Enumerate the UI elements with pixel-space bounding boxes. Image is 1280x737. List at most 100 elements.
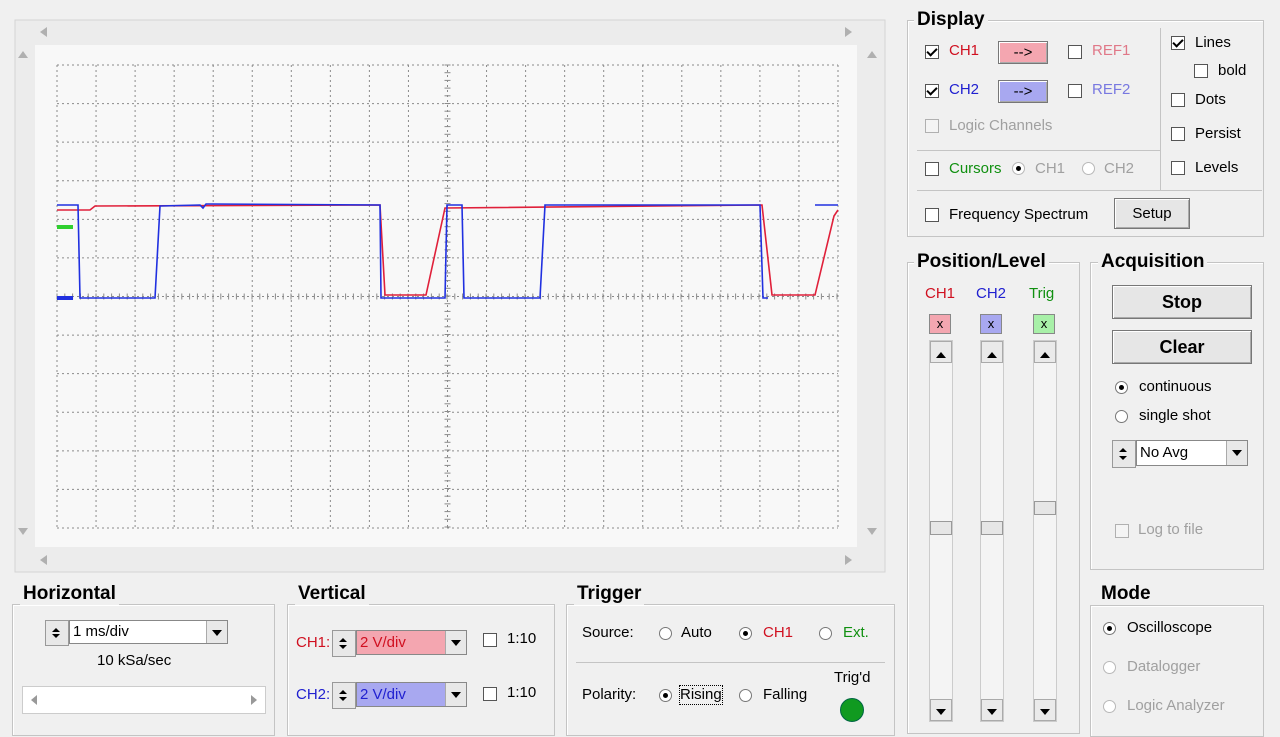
dropdown[interactable]: No Avg: [1136, 440, 1248, 466]
label: CH1:: [296, 634, 331, 651]
radio[interactable]: [659, 689, 672, 702]
button[interactable]: Stop: [1112, 285, 1252, 319]
dropdown-text: No Avg: [1140, 444, 1189, 461]
checkbox[interactable]: [1068, 45, 1082, 59]
label: Falling: [763, 686, 808, 703]
scroll-arrows[interactable]: [18, 27, 877, 565]
radio[interactable]: [1115, 410, 1128, 423]
widget-part: [31, 695, 37, 705]
checkbox[interactable]: [1171, 161, 1185, 175]
group-title: Horizontal: [20, 583, 119, 605]
checkbox[interactable]: [925, 162, 939, 176]
dropdown[interactable]: 2 V/div: [356, 682, 467, 707]
group-title: Mode: [1098, 583, 1154, 605]
label: CH1: [763, 624, 794, 641]
app: Display CH1 --> REF1 CH2 --> REF2 Logic …: [0, 0, 1280, 720]
label: Cursors: [949, 160, 1002, 177]
dropdown[interactable]: 2 V/div: [356, 630, 467, 655]
color-button[interactable]: -->: [998, 80, 1048, 103]
label: 1:10: [507, 684, 537, 701]
checkbox[interactable]: [483, 633, 497, 647]
marker-button[interactable]: x: [1033, 314, 1055, 334]
label: CH1: [925, 285, 956, 302]
widget-part: [981, 521, 1003, 535]
radio[interactable]: [659, 627, 672, 640]
separator: [917, 150, 1160, 151]
label: Trig: [1029, 285, 1055, 302]
checkbox[interactable]: [1115, 524, 1129, 538]
radio[interactable]: [1103, 700, 1116, 713]
label: Logic Analyzer: [1127, 697, 1225, 714]
dropdown-text: 2 V/div: [360, 686, 406, 703]
scrollbar[interactable]: [1033, 340, 1057, 722]
label: Rising: [679, 685, 723, 705]
widget-part: [40, 27, 47, 37]
checkbox[interactable]: [1171, 93, 1185, 107]
widget-part: [1034, 501, 1056, 515]
checkbox[interactable]: [1171, 127, 1185, 141]
widget-part: [930, 341, 952, 363]
checkbox[interactable]: [1171, 36, 1185, 50]
widget-part: [18, 528, 28, 535]
radio[interactable]: [1082, 162, 1095, 175]
widget-part: [18, 51, 28, 58]
scrollbar[interactable]: [22, 686, 266, 714]
label: CH2: [949, 81, 980, 98]
widget-part: [867, 528, 877, 535]
group-title: Acquisition: [1098, 251, 1208, 273]
color-button[interactable]: -->: [998, 41, 1048, 64]
checkbox[interactable]: [1068, 84, 1082, 98]
label: Auto: [681, 624, 712, 641]
checkbox[interactable]: [925, 45, 939, 59]
radio[interactable]: [1103, 661, 1116, 674]
radio[interactable]: [1115, 381, 1128, 394]
scrollbar[interactable]: [980, 340, 1004, 722]
scrollbar[interactable]: [929, 340, 953, 722]
label: 1:10: [507, 630, 537, 647]
widget-part: [445, 683, 466, 706]
radio[interactable]: [739, 627, 752, 640]
radio[interactable]: [1103, 622, 1116, 635]
checkbox[interactable]: [925, 208, 939, 222]
widget-part: [930, 699, 952, 721]
button[interactable]: Setup: [1114, 198, 1190, 229]
dropdown[interactable]: 1 ms/div: [69, 620, 228, 644]
checkbox[interactable]: [925, 119, 939, 133]
checkbox[interactable]: [1194, 64, 1208, 78]
group-title: Display: [914, 9, 988, 31]
separator: [1160, 28, 1161, 190]
widget-part: [981, 341, 1003, 363]
widget-part: [251, 695, 257, 705]
label: REF2: [1092, 81, 1131, 98]
label: Trig'd: [834, 669, 871, 686]
radio[interactable]: [739, 689, 752, 702]
radio[interactable]: [1012, 162, 1025, 175]
label: Polarity:: [582, 686, 637, 703]
checkbox[interactable]: [925, 84, 939, 98]
label: CH1: [949, 42, 980, 59]
marker-button[interactable]: x: [929, 314, 951, 334]
spinner[interactable]: [1112, 440, 1136, 468]
widget-part: [40, 555, 47, 565]
spinner[interactable]: [45, 620, 69, 646]
dropdown-text: 1 ms/div: [73, 623, 129, 640]
label: Log to file: [1138, 521, 1204, 538]
dropdown-text: 2 V/div: [360, 634, 406, 651]
widget-part: [845, 27, 852, 37]
spinner[interactable]: [332, 630, 356, 657]
label: Datalogger: [1127, 658, 1201, 675]
label: Persist: [1195, 125, 1241, 142]
ch2-trace: [57, 203, 838, 299]
label: 10 kSa/sec: [97, 652, 172, 669]
group-title: Vertical: [295, 583, 369, 605]
separator: [917, 190, 1262, 191]
label: CH1: [1035, 160, 1066, 177]
button[interactable]: Clear: [1112, 330, 1252, 364]
radio[interactable]: [819, 627, 832, 640]
trigger-led: [840, 698, 864, 722]
checkbox[interactable]: [483, 687, 497, 701]
spinner[interactable]: [332, 682, 356, 709]
label: Levels: [1195, 159, 1239, 176]
marker-button[interactable]: x: [980, 314, 1002, 334]
label: CH2: [1104, 160, 1135, 177]
